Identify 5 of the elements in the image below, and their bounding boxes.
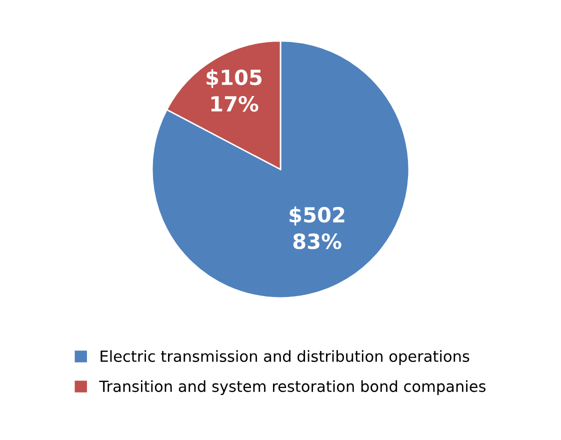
legend-label: Transition and system restoration bond companies bbox=[99, 380, 486, 396]
legend-label: Electric transmission and distribution operations bbox=[100, 350, 470, 365]
data-label: $502 83% bbox=[290, 206, 344, 250]
pie-slice bbox=[151, 40, 410, 299]
data-label: $105 17% bbox=[206, 69, 262, 112]
